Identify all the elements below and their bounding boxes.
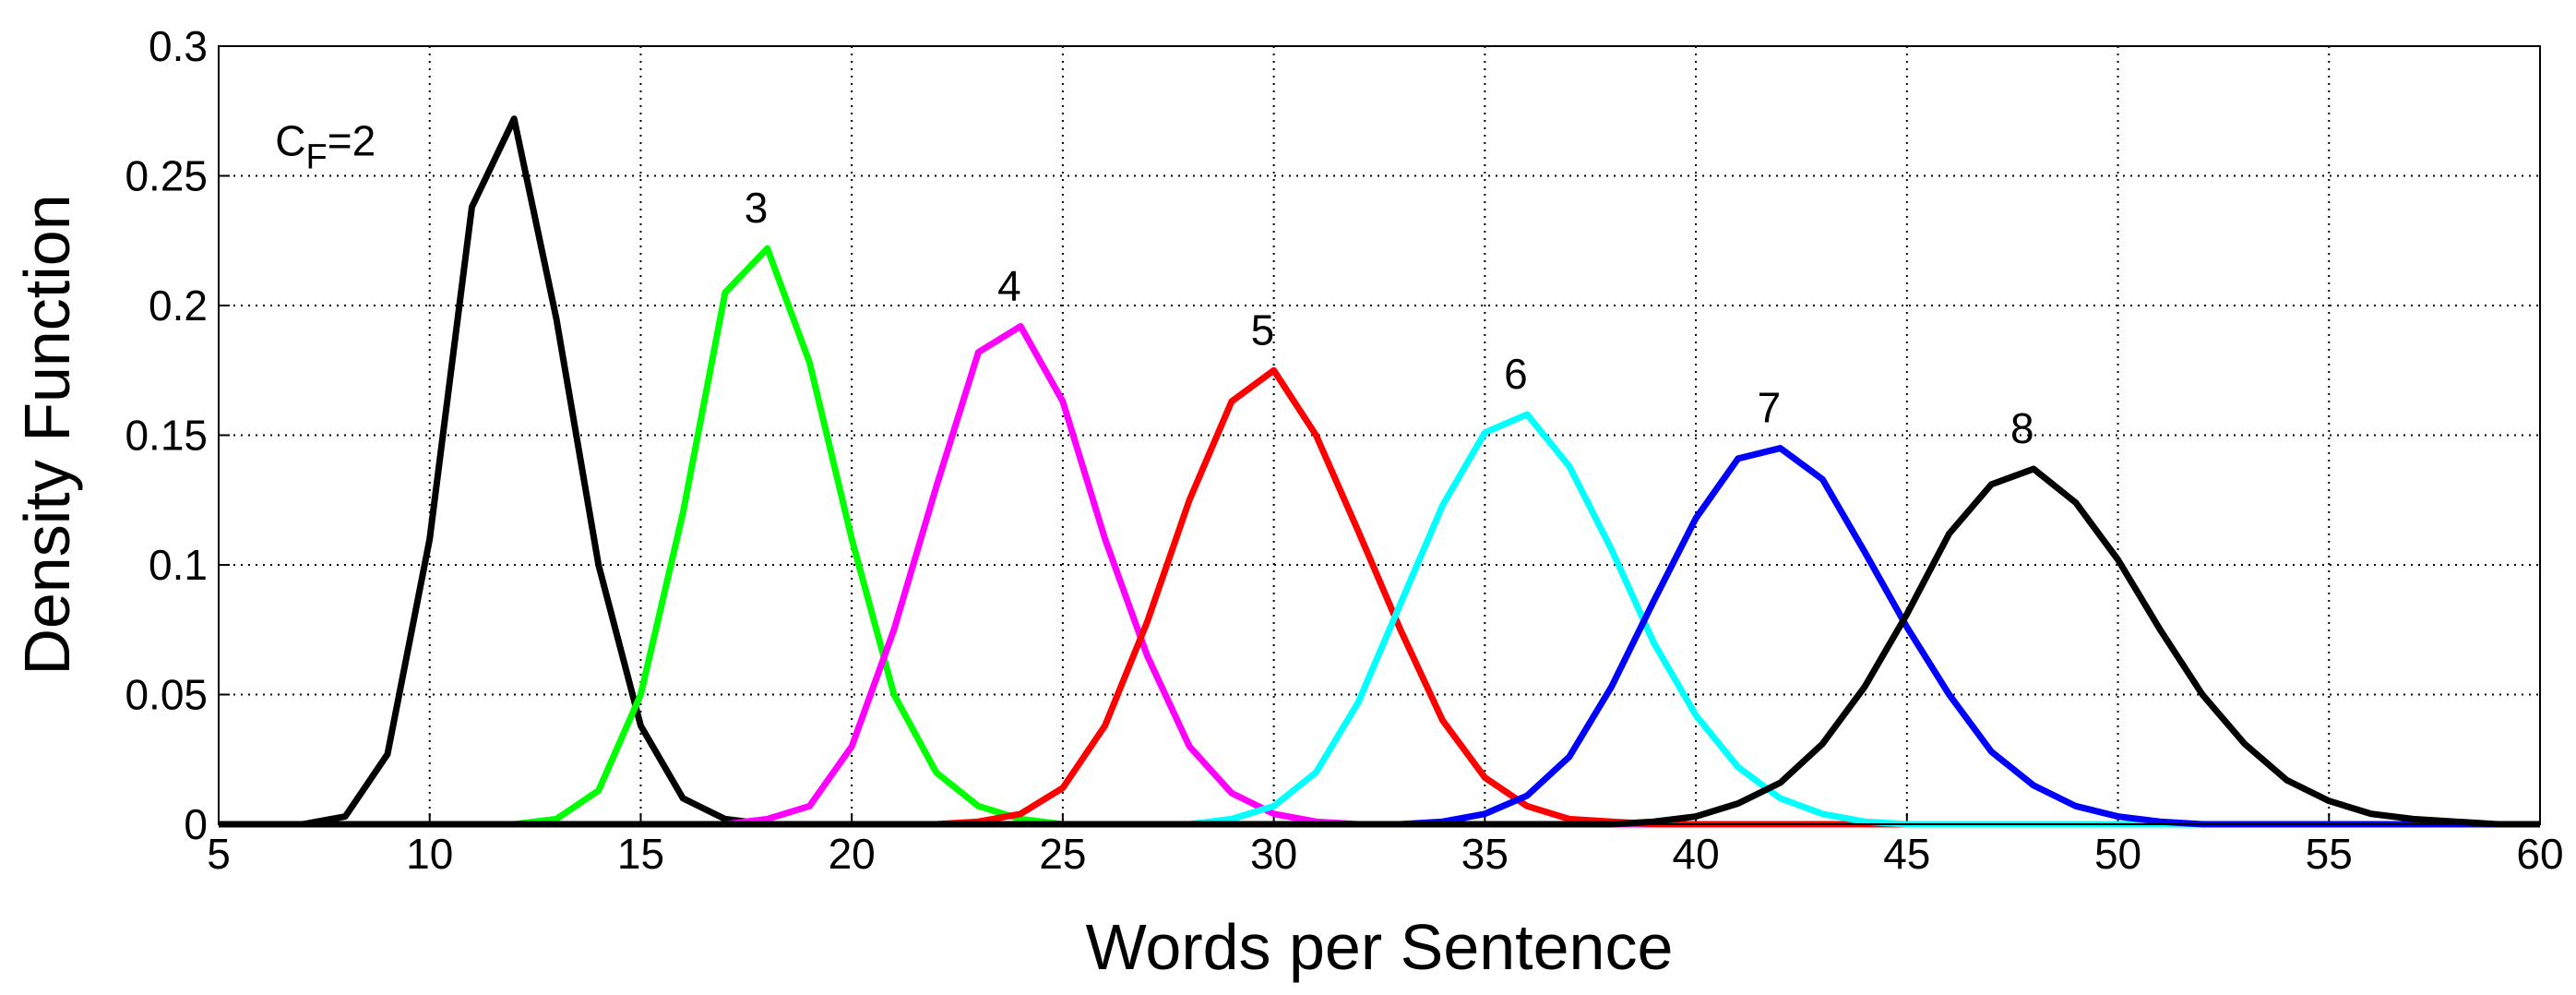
- curve-label-part: 3: [745, 184, 769, 232]
- plot-frame: [218, 45, 2541, 825]
- x-tick-label: 40: [1673, 830, 1720, 878]
- y-tick-label: 0.15: [125, 412, 208, 460]
- curve-label-part: =2: [328, 117, 376, 165]
- y-tick-label: 0.05: [125, 671, 208, 719]
- curve-label-part: 7: [1758, 384, 1782, 432]
- curve-label: 3: [745, 184, 769, 232]
- y-tick-label: 0.1: [149, 541, 208, 589]
- curve-label: 5: [1251, 306, 1275, 354]
- curve-label-part: 8: [2010, 404, 2034, 452]
- x-tick-label: 60: [2516, 830, 2563, 878]
- x-tick-label: 55: [2306, 830, 2353, 878]
- curve-label: 4: [997, 261, 1021, 309]
- x-tick-label: 5: [207, 830, 231, 878]
- y-tick-label: 0: [184, 800, 208, 848]
- y-tick-label: 0.2: [149, 282, 208, 330]
- x-tick-label: 45: [1883, 830, 1930, 878]
- x-tick-label: 20: [829, 830, 876, 878]
- x-tick-label: 30: [1250, 830, 1297, 878]
- x-tick-label: 15: [617, 830, 664, 878]
- x-tick-label: 10: [406, 830, 453, 878]
- x-axis-label: Words per Sentence: [1086, 911, 1674, 983]
- curve-label: CF=2: [275, 117, 376, 177]
- curve-label: 6: [1504, 350, 1528, 398]
- y-axis-label: Density Function: [11, 194, 83, 675]
- y-tick-label: 0.3: [149, 22, 208, 70]
- curve-label: 8: [2010, 404, 2034, 452]
- curve-label: 7: [1758, 384, 1782, 432]
- curve-label-part: 6: [1504, 350, 1528, 398]
- x-tick-label: 35: [1461, 830, 1509, 878]
- curve-label-part: C: [275, 117, 305, 165]
- curve-label-part: F: [306, 138, 328, 177]
- x-tick-label: 25: [1039, 830, 1086, 878]
- y-tick-label: 0.25: [125, 152, 208, 200]
- curve-label-part: 4: [997, 261, 1021, 309]
- x-tick-label: 50: [2094, 830, 2141, 878]
- curve-label-part: 5: [1251, 306, 1275, 354]
